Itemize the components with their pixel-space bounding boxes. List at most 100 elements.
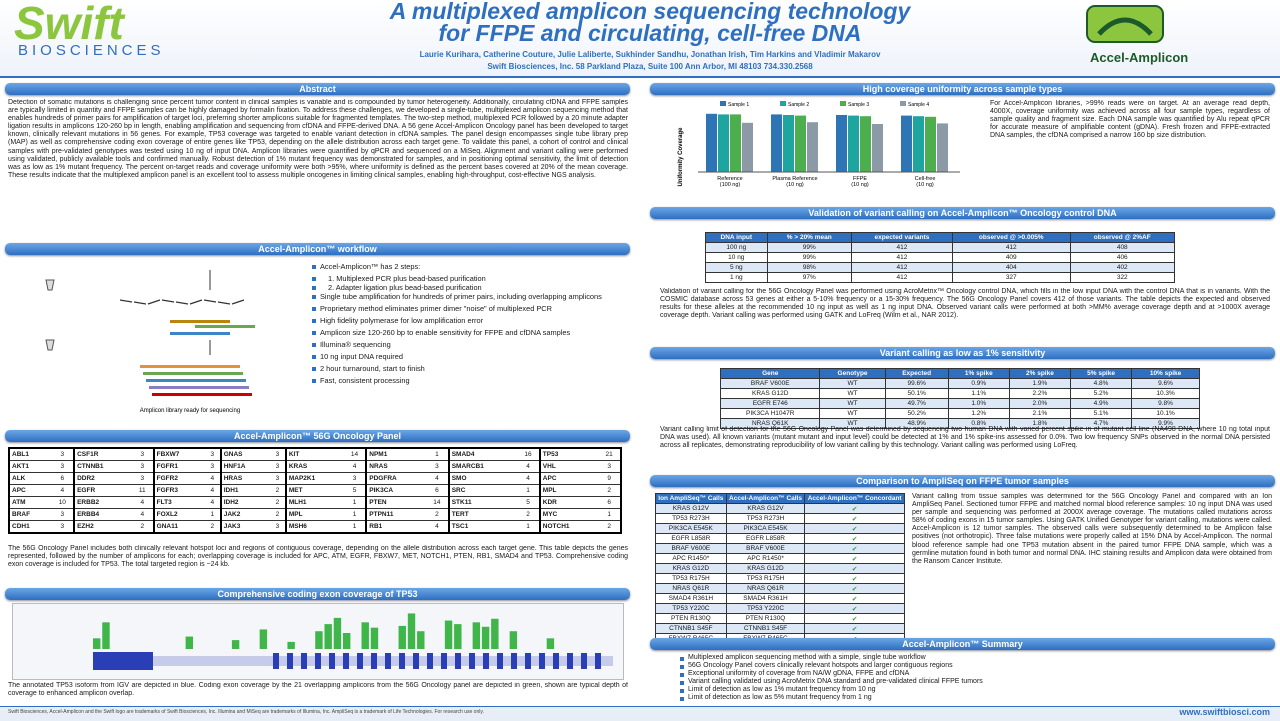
section-heading: Accel-Amplicon™ 56G Oncology Panel [5, 430, 630, 442]
table-cell: 99.6% [884, 378, 949, 389]
section-heading: High coverage uniformity across sample t… [650, 83, 1275, 95]
amplicon-count: 1 [517, 520, 541, 534]
legend-swatch [840, 101, 846, 106]
amplicon-count: 4 [343, 460, 368, 473]
section-heading: Abstract [5, 83, 630, 95]
table-header-cell: expected variants [850, 232, 953, 243]
coverage-bar [333, 617, 342, 649]
table-cell: 412 [850, 242, 953, 253]
gene-name: MYC [539, 508, 599, 521]
table-cell: BRAF V600E [725, 543, 806, 554]
coverage-chart [12, 603, 624, 680]
table-cell: 5 ng [705, 262, 768, 273]
table-cell: APC R1450* [725, 553, 806, 564]
paragraph: The 56G Oncology Panel includes both cli… [8, 545, 628, 569]
x-tick-label: Cell-free (10 ng) [915, 176, 936, 188]
table-cell: 412 [850, 252, 953, 263]
x-tick-label-line: (10 ng) [916, 182, 934, 188]
table-cell: ✔ [804, 583, 905, 594]
table-cell: KRAS G12V [725, 503, 806, 514]
affiliation: Swift Biosciences, Inc. 58 Parkland Plaz… [487, 62, 813, 71]
table-header-cell: % > 20% mean [766, 232, 852, 243]
table-header-cell: Gene [719, 368, 821, 379]
table-cell: 4.8% [1069, 378, 1133, 389]
table-cell: WT [819, 388, 886, 399]
table-row: CTNNB1 S45F CTNNB1 S45F ✔ [655, 623, 905, 634]
x-tick-label-line: Plasma Reference [772, 176, 817, 182]
amplicon-count: 11 [131, 484, 155, 497]
table-cell: 9.6% [1131, 378, 1200, 389]
exon-block [357, 653, 363, 669]
tube-icon [45, 279, 55, 291]
gene-name: JAK2 [220, 508, 270, 521]
bar [901, 115, 912, 172]
table-header-cell: Expected [884, 368, 949, 379]
template-strand [119, 299, 133, 303]
table-header-row: Ion AmpliSeq™ Calls Accel-Amplicon™ Calls… [655, 493, 905, 504]
gene-name: MPL [539, 484, 599, 497]
gene-row: ABL1 3 CSF1R 3 FBXW7 3 GNAS 3 KIT 14 NPM1 1 SMAD4 16 T… [8, 447, 622, 461]
bar [848, 115, 859, 172]
gene-name: MSH6 [285, 520, 344, 534]
summary-bullets: Multiplexed amplicon sequencing method w… [680, 654, 1260, 704]
amplicon-count: 2 [426, 508, 450, 521]
table-cell: 2.2% [1008, 388, 1071, 399]
amplicon-count: 6 [51, 472, 76, 485]
gene-row: ATM 10 ERBB2 4 FLT3 4 IDH2 2 MLH1 1 PTEN 14 STK11 5 KD… [8, 496, 622, 509]
exon-block [553, 653, 559, 669]
amplicon-count: 14 [426, 496, 450, 509]
template-strand [133, 301, 147, 305]
coverage-bar [259, 629, 268, 649]
gene-name: BRAF [8, 508, 52, 521]
coverage-bar [231, 640, 240, 649]
table-cell: PTEN R130Q [725, 613, 806, 624]
table-cell: 10.1% [1131, 408, 1200, 419]
coverage-bar [444, 620, 453, 649]
x-tick-label: FFPE (10 ng) [851, 176, 869, 188]
table-row: PIK3CA E545K PIK3CA E545K ✔ [655, 523, 905, 534]
table-cell: TP53 R273H [725, 513, 806, 524]
table-row: TP53 Y220C TP53 Y220C ✔ [655, 603, 905, 614]
header-band [0, 0, 1280, 78]
x-tick-label-line: Cell-free [915, 176, 936, 182]
amplicon-count: 1 [343, 508, 368, 521]
gene-name: APC [539, 472, 599, 485]
exon-block [595, 653, 601, 669]
template-strand [203, 299, 217, 303]
table-cell: PIK3CA H1047R [719, 408, 821, 419]
library-fragment [146, 379, 246, 382]
amplicon [170, 320, 230, 323]
amplicon-count: 4 [517, 472, 541, 485]
y-axis-label: Uniformity Coverage [678, 127, 684, 187]
amplicon-count: 3 [131, 472, 155, 485]
gene-name: SMARCB1 [448, 460, 518, 473]
table-header-cell: 5% spike [1069, 368, 1133, 379]
gene-name: TP53 [539, 447, 599, 461]
table-cell: 4.9% [1069, 398, 1133, 409]
table-cell: 1 ng [705, 272, 768, 283]
legend-swatch [720, 101, 726, 106]
exon-block [497, 653, 503, 669]
section-heading: Validation of variant calling on Accel-A… [650, 207, 1275, 219]
table-cell: CTNNB1 S45F [725, 623, 806, 634]
amplicon-count: 21 [598, 447, 622, 461]
logo-right: Accel-Amplicon [1090, 50, 1189, 65]
amplicon-count: 3 [204, 460, 222, 473]
bar [860, 116, 871, 172]
table-cell: 10 ng [705, 252, 768, 263]
exon-block [371, 653, 377, 669]
gene-name: MLH1 [285, 496, 344, 509]
legend-label: Sample 1 [728, 102, 749, 108]
exon-block [483, 653, 489, 669]
table-row: KRAS G12D KRAS G12D ✔ [655, 563, 905, 574]
table-cell: WT [819, 398, 886, 409]
gene-name: CDH1 [8, 520, 52, 534]
coverage-bar [509, 631, 518, 649]
table-cell: 100 ng [705, 242, 768, 253]
library-fragment [140, 365, 240, 368]
exon-block [399, 653, 405, 669]
amplicon-count: 2 [598, 484, 622, 497]
bar [795, 115, 806, 172]
